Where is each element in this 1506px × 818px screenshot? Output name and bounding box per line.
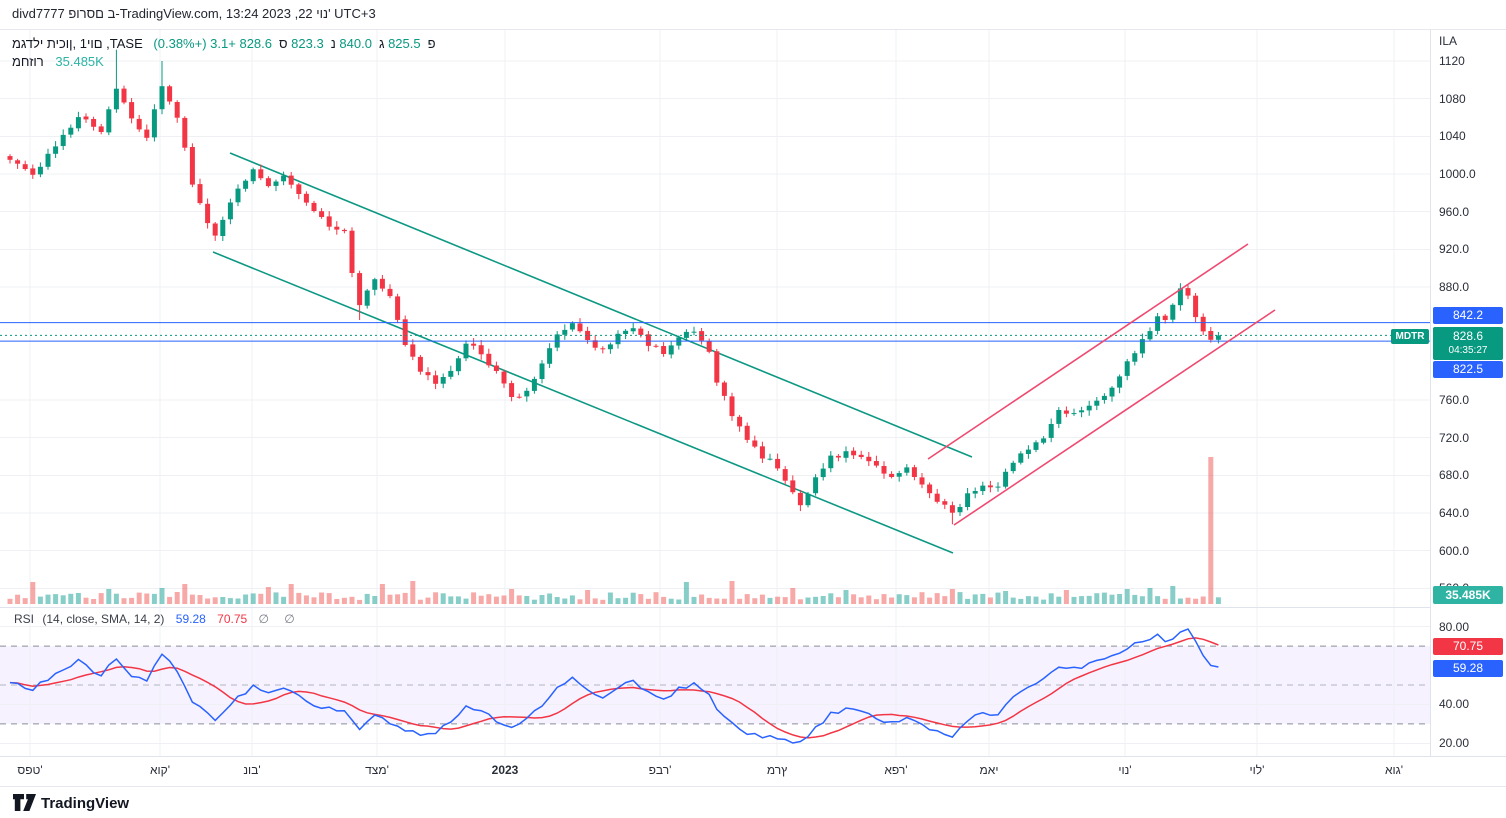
footer: TradingView [0,786,1506,818]
last-price-label: 828.6 04:35:27 [1433,327,1503,360]
rsi-hidden-values: ∅ ∅ [258,612,301,626]
price-tick-label: 1120 [1439,54,1465,68]
symbol-row: מגדלי תיכון, 1יום ,TASE פ825.5 ג840.0 נ8… [12,36,436,51]
volume-value: 35.485K [55,54,104,69]
volume-axis-label: 35.485K [1433,586,1503,604]
rsi-current-value: 59.28 [175,612,206,626]
price-tick-label: 680.0 [1439,468,1470,483]
rsi-title: RSI [14,612,35,626]
attribution-text: divd7777 פורסם ב-TradingView.com, 13:24 … [12,6,376,21]
price-tick-label: 1000.0 [1439,167,1476,181]
last-price-value: 828.6 [1452,329,1484,343]
time-axis-month-label[interactable]: 2023 [491,763,519,777]
bar-countdown: 04:35:27 [1448,345,1488,356]
price-tick-label: 1040 [1439,129,1466,144]
time-axis-month-label[interactable]: אוג' [1384,763,1404,777]
price-tick-label: 600.0 [1439,543,1470,558]
price-tick-label: 640.0 [1439,506,1470,520]
time-axis-month-label[interactable]: מרץ [766,763,788,777]
time-axis-month-label[interactable]: יול' [1249,763,1265,777]
currency-label: ILA [1439,34,1458,48]
volume-row: מחזור 35.485K [12,54,436,69]
time-axis-month-label[interactable]: אפר' [884,763,908,777]
time-axis-month-label[interactable]: נוב' [243,763,261,777]
upper-hline-price-label: 842.2 [1433,307,1503,324]
rsi-tick-label: 80.00 [1439,619,1470,634]
price-tick-label: 760.0 [1439,393,1470,407]
tradingview-logo-icon [13,794,36,811]
price-tick-label: 960.0 [1439,204,1470,219]
divider [0,29,1506,30]
price-axis[interactable]: ILA 1120 1080 1040 1000.0 960.0 920.0 880.0 760… [1430,30,1506,756]
rsi-sma-axis-label: 70.75 [1433,638,1503,655]
high-value: 840.0 [339,36,372,51]
volume-label: מחזור [12,54,44,69]
rsi-tick-label: 20.00 [1439,736,1470,751]
pane-separator[interactable] [0,607,1506,608]
symbol-price-tag: MDTR [1391,329,1429,344]
price-tick-label: 880.0 [1439,280,1470,294]
close-key: ס [279,36,288,51]
symbol-title: מגדלי תיכון, 1יום ,TASE [12,36,143,51]
time-axis-month-label[interactable]: אוק' [149,763,171,777]
price-pane-canvas[interactable] [0,30,1430,608]
lower-hline-price-label: 822.5 [1433,361,1503,378]
time-axis-month-label[interactable]: יונ' [1118,763,1132,777]
time-axis-month-label[interactable]: מאי [979,763,999,777]
time-axis-month-label[interactable]: דצמ' [365,763,389,777]
symbol-legend: מגדלי תיכון, 1יום ,TASE פ825.5 ג840.0 נ8… [12,36,436,69]
price-tick-label: 1080 [1439,91,1466,106]
price-tick-label: 920.0 [1439,242,1470,257]
rsi-value-axis-label: 59.28 [1433,660,1503,677]
time-axis-month-label[interactable]: ספט' [17,763,43,777]
brand-name: TradingView [41,795,130,812]
open-key: פ [427,36,436,51]
rsi-pane-canvas[interactable] [0,608,1430,756]
low-key: נ [330,36,336,51]
high-key: ג [378,36,385,51]
change-value: +3.1 (+0.38%) [153,36,236,51]
rsi-sma-value: 70.75 [217,612,248,626]
close-value: 828.6 [239,36,273,51]
time-axis[interactable]: ספט' אוק' נוב' דצמ' 2023 פבר' מרץ אפר' מאי יונ' יו… [0,756,1506,787]
time-axis-month-label[interactable]: פבר' [648,763,672,777]
rsi-tick-label: 40.00 [1439,697,1470,712]
price-tick-label: 720.0 [1439,430,1470,445]
low-value: 823.3 [291,36,324,51]
open-value: 825.5 [388,36,421,51]
rsi-legend: RSI (14, close, SMA, 14, 2) 59.28 70.75 … [14,612,301,626]
rsi-params: (14, close, SMA, 14, 2) [42,612,165,626]
